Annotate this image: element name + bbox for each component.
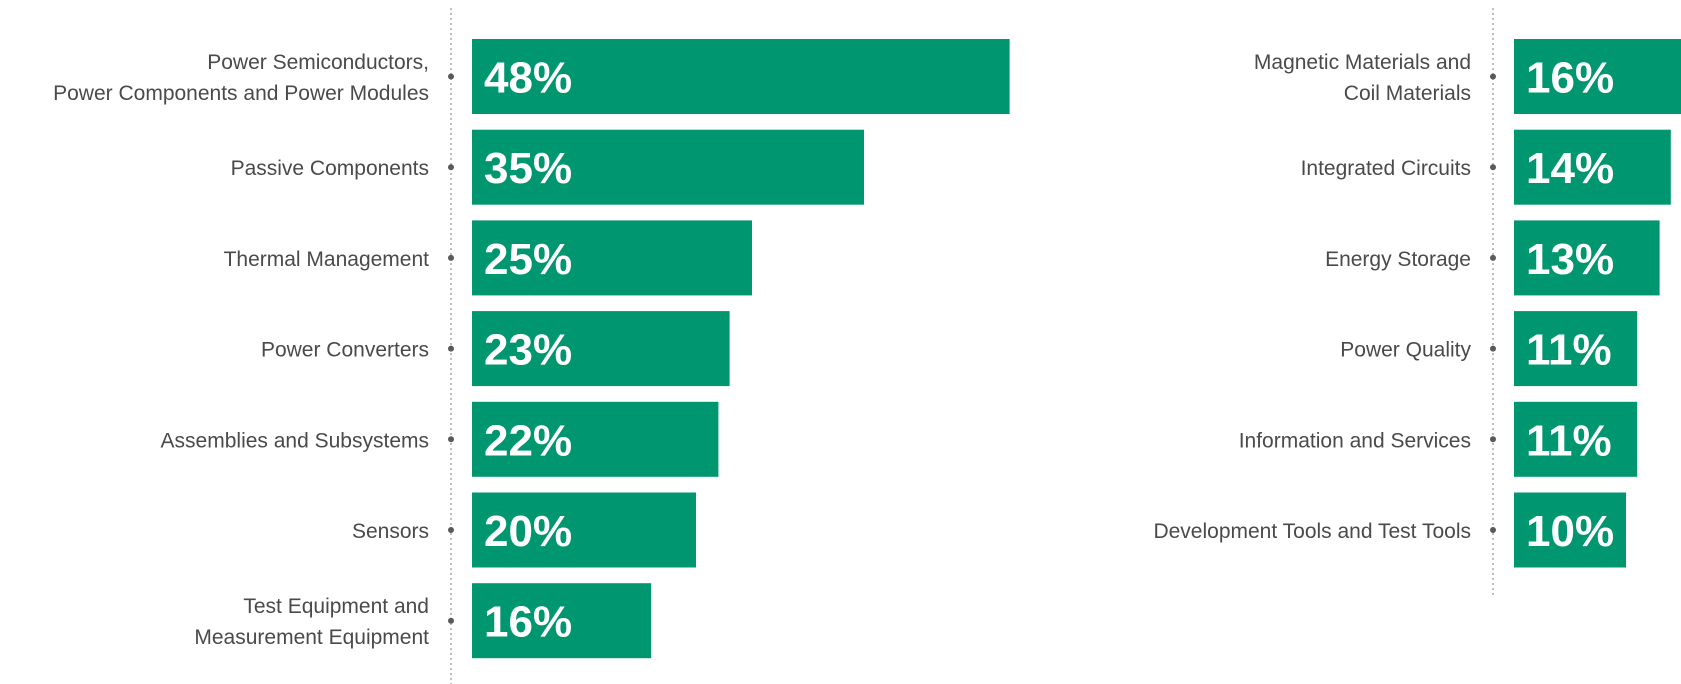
bar bbox=[1514, 39, 1681, 114]
axis-tick-dot bbox=[448, 617, 454, 624]
category-label: Thermal Management bbox=[224, 248, 430, 271]
category-label: Passive Components bbox=[231, 157, 429, 180]
bar bbox=[472, 311, 730, 387]
axis-tick-dot bbox=[1490, 164, 1496, 171]
bar bbox=[472, 492, 696, 568]
bar-value-label: 10% bbox=[1526, 507, 1614, 556]
axis-tick-dot bbox=[1490, 436, 1496, 443]
bar-value-label: 22% bbox=[484, 416, 572, 465]
bar bbox=[1514, 311, 1638, 387]
bar bbox=[1514, 401, 1638, 477]
category-label: Energy Storage bbox=[1325, 248, 1471, 271]
category-label: Development Tools and Test Tools bbox=[1153, 520, 1471, 543]
axis-tick-dot bbox=[448, 527, 454, 533]
axis-tick-dot bbox=[448, 436, 454, 443]
category-label: Assemblies and Subsystems bbox=[161, 429, 429, 452]
axis-tick-dot bbox=[448, 345, 454, 352]
bar-value-label: 14% bbox=[1526, 144, 1614, 193]
axis-tick-dot bbox=[1490, 527, 1496, 533]
category-label: Test Equipment and Measurement Equipment bbox=[194, 595, 429, 649]
category-label: Sensors bbox=[352, 520, 429, 543]
bar-value-label: 13% bbox=[1526, 235, 1614, 284]
category-label: Information and Services bbox=[1239, 429, 1471, 452]
bar bbox=[472, 583, 652, 659]
axis-tick-dot bbox=[448, 164, 454, 171]
bar bbox=[1514, 220, 1660, 296]
category-label: Integrated Circuits bbox=[1301, 157, 1471, 180]
bar-value-label: 16% bbox=[1526, 54, 1614, 103]
axis-tick-dot bbox=[448, 73, 454, 80]
bar-value-label: 11% bbox=[1526, 326, 1612, 375]
bar bbox=[472, 401, 719, 477]
bar bbox=[472, 220, 752, 296]
bar-panel-2: 16% Magnetic Materials and Coil Materials 1… bbox=[1153, 8, 1681, 598]
axis-tick-dot bbox=[1490, 73, 1496, 80]
bar-value-label: 20% bbox=[484, 507, 572, 556]
bar-value-label: 35% bbox=[484, 144, 572, 193]
bar bbox=[1514, 129, 1671, 205]
category-label: Power Converters bbox=[261, 339, 429, 362]
bar-value-label: 25% bbox=[484, 235, 572, 284]
axis-tick-dot bbox=[1490, 345, 1496, 352]
axis-tick-dot bbox=[1490, 254, 1496, 261]
bar bbox=[472, 129, 864, 205]
axis-tick-dot bbox=[448, 254, 454, 261]
category-label: Power Quality bbox=[1340, 339, 1471, 362]
bar bbox=[472, 39, 1010, 114]
category-label: Magnetic Materials and Coil Materials bbox=[1254, 51, 1471, 105]
category-label: Power Semiconductors, Power Components an… bbox=[53, 51, 429, 105]
bar-value-label: 11% bbox=[1526, 416, 1612, 465]
bar-value-label: 23% bbox=[484, 326, 572, 375]
bar-panel-1: 48% Power Semiconductors, Power Components… bbox=[53, 8, 1010, 684]
bar-value-label: 48% bbox=[484, 54, 572, 103]
bar bbox=[1514, 492, 1626, 568]
bar-value-label: 16% bbox=[484, 598, 572, 647]
